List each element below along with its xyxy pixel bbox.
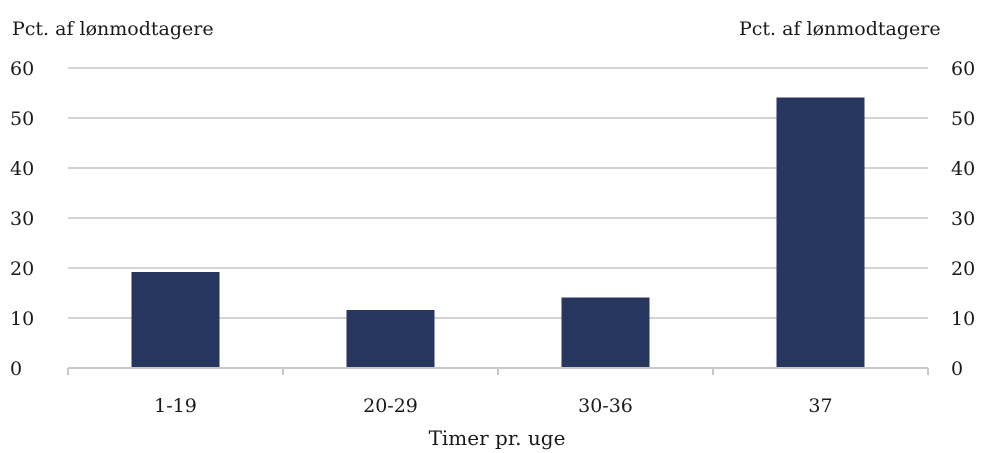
bar (776, 97, 865, 368)
x-tick-label: 1-19 (154, 395, 197, 417)
bar (131, 272, 220, 368)
left-y-tick-label: 50 (10, 108, 34, 130)
x-tick-label: 20-29 (363, 395, 418, 417)
left-y-tick-label: 60 (10, 58, 34, 80)
x-tick-label: 30-36 (578, 395, 633, 417)
right-y-tick-label: 40 (951, 158, 975, 180)
left-y-tick-label: 30 (10, 208, 34, 230)
right-y-tick-label: 50 (951, 108, 975, 130)
left-y-tick-label: 10 (10, 308, 34, 330)
x-tick-label: 37 (808, 395, 832, 417)
right-y-tick-label: 10 (951, 308, 975, 330)
bar (346, 310, 435, 368)
right-y-tick-label: 0 (951, 358, 963, 380)
x-tick-labels: 1-19 20-29 30-36 37 (154, 395, 832, 417)
x-axis-title: Timer pr. uge (429, 426, 566, 450)
left-y-tick-label: 20 (10, 258, 34, 280)
right-y-tick-label: 20 (951, 258, 975, 280)
right-y-tick-labels: 0 10 20 30 40 50 60 (951, 58, 975, 380)
right-y-tick-label: 60 (951, 58, 975, 80)
bar (561, 297, 650, 368)
right-axis-unit-label: Pct. af lønmodtagere (739, 18, 941, 40)
bars (131, 97, 865, 368)
left-y-tick-label: 40 (10, 158, 34, 180)
left-axis-unit-label: Pct. af lønmodtagere (12, 18, 214, 40)
left-y-tick-label: 0 (10, 358, 22, 380)
right-y-tick-label: 30 (951, 208, 975, 230)
x-axis (67, 367, 929, 375)
left-y-tick-labels: 0 10 20 30 40 50 60 (10, 58, 34, 380)
